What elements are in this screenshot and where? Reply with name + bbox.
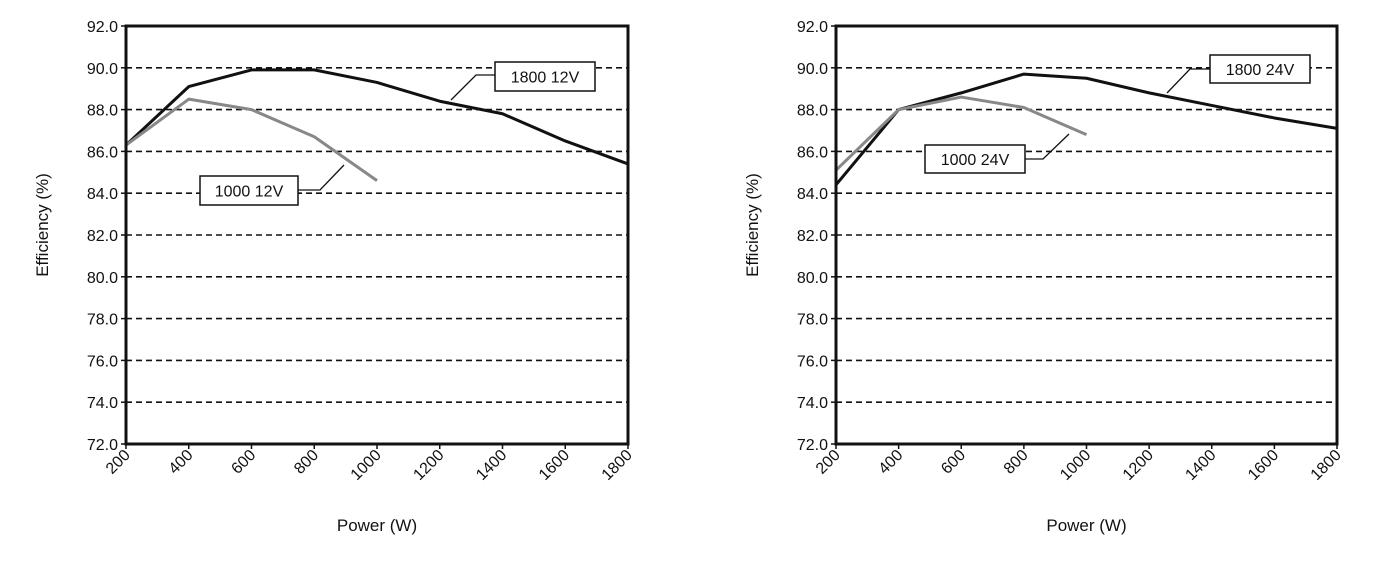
x-tick-label: 400 (876, 447, 907, 478)
x-tick-label: 600 (938, 447, 969, 478)
x-tick-label: 1800 (599, 447, 636, 484)
series-label: 1000 12V (215, 184, 284, 201)
x-axis-title: Power (W) (337, 516, 417, 535)
y-tick-label: 76.0 (87, 353, 118, 370)
label-leader (1167, 69, 1210, 93)
y-tick-label: 84.0 (87, 186, 118, 203)
x-tick-label: 400 (166, 447, 197, 478)
x-tick-label: 1600 (1245, 447, 1282, 484)
y-tick-label: 80.0 (797, 270, 828, 287)
x-axis-title: Power (W) (1046, 516, 1126, 535)
y-tick-label: 90.0 (797, 61, 828, 78)
y-tick-label: 82.0 (797, 228, 828, 245)
y-axis-title: Efficiency (%) (743, 173, 762, 277)
x-tick-label: 1000 (348, 447, 385, 484)
y-tick-label: 92.0 (797, 19, 828, 36)
label-leader (298, 165, 344, 190)
y-tick-label: 84.0 (797, 186, 828, 203)
y-tick-label: 82.0 (87, 228, 118, 245)
y-tick-label: 86.0 (797, 144, 828, 161)
y-tick-label: 88.0 (87, 103, 118, 120)
y-tick-label: 88.0 (797, 103, 828, 120)
x-tick-label: 1400 (473, 447, 510, 484)
y-tick-label: 78.0 (87, 312, 118, 329)
x-tick-label: 1600 (536, 447, 573, 484)
y-tick-label: 74.0 (87, 395, 118, 412)
x-tick-label: 1200 (410, 447, 447, 484)
label-leader (1025, 134, 1069, 159)
y-tick-label: 72.0 (87, 437, 118, 454)
series-label: 1800 12V (511, 70, 580, 87)
y-axis-title: Efficiency (%) (33, 173, 52, 277)
series-line (836, 74, 1337, 185)
chart-1: 72.0 74.0 76.0 78.0 80.0 82.0 84.0 86.0 88.0 90.0… (33, 19, 636, 535)
x-tick-label: 1800 (1308, 447, 1345, 484)
x-tick-label: 1000 (1057, 447, 1094, 484)
y-tick-label: 92.0 (87, 19, 118, 36)
y-tick-label: 80.0 (87, 270, 118, 287)
x-tick-label: 1400 (1182, 447, 1219, 484)
y-tick-label: 72.0 (797, 437, 828, 454)
y-tick-label: 78.0 (797, 312, 828, 329)
y-tick-label: 86.0 (87, 144, 118, 161)
y-tick-label: 74.0 (797, 395, 828, 412)
x-tick-label: 1200 (1120, 447, 1157, 484)
chart-2: 72.0 74.0 76.0 78.0 80.0 82.0 84.0 86.0 88.0 90.0… (743, 19, 1345, 535)
y-tick-label: 76.0 (797, 353, 828, 370)
y-tick-label: 90.0 (87, 61, 118, 78)
x-tick-label: 800 (1001, 447, 1032, 478)
x-tick-label: 800 (291, 447, 322, 478)
x-tick-label: 600 (228, 447, 259, 478)
series-label: 1800 24V (1226, 62, 1295, 79)
series-label: 1000 24V (941, 152, 1010, 169)
label-leader (451, 75, 495, 100)
